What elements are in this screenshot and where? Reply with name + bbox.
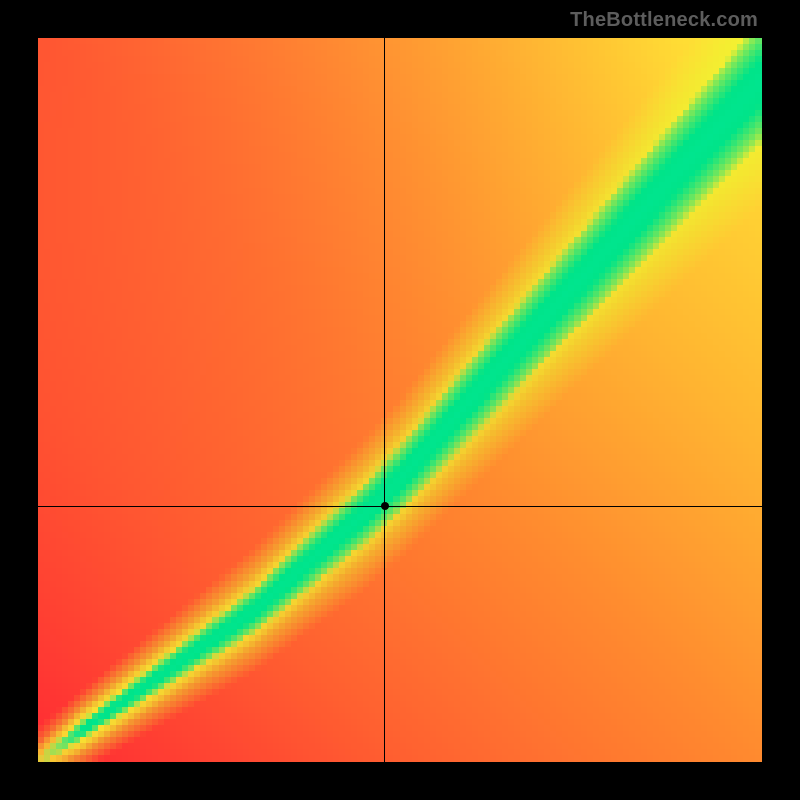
crosshair-horizontal bbox=[38, 506, 762, 507]
watermark-text: TheBottleneck.com bbox=[570, 9, 758, 32]
heatmap-canvas bbox=[38, 38, 762, 762]
crosshair-vertical bbox=[384, 38, 385, 762]
